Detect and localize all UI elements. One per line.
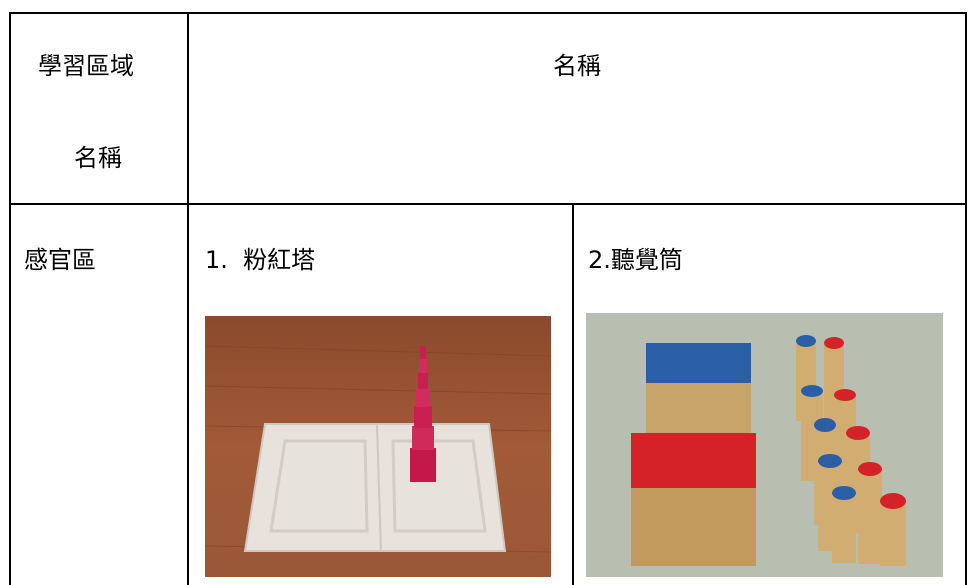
border-top <box>9 12 967 14</box>
area-name: 感官區 <box>24 246 96 274</box>
border-right <box>965 12 967 585</box>
photo-sound-cylinders <box>586 313 943 577</box>
area-label: 學習區域 <box>38 52 134 80</box>
item-name: 2.聽覺筒 <box>588 246 683 274</box>
item-name: 1. 粉紅塔 <box>205 246 316 274</box>
border-col1 <box>187 12 189 585</box>
area-label: 名稱 <box>74 144 122 172</box>
name-header: 名稱 <box>553 52 601 80</box>
photo-pink-tower <box>205 316 551 577</box>
border-mid <box>9 203 967 205</box>
border-left <box>9 12 11 585</box>
border-col2 <box>572 204 574 585</box>
